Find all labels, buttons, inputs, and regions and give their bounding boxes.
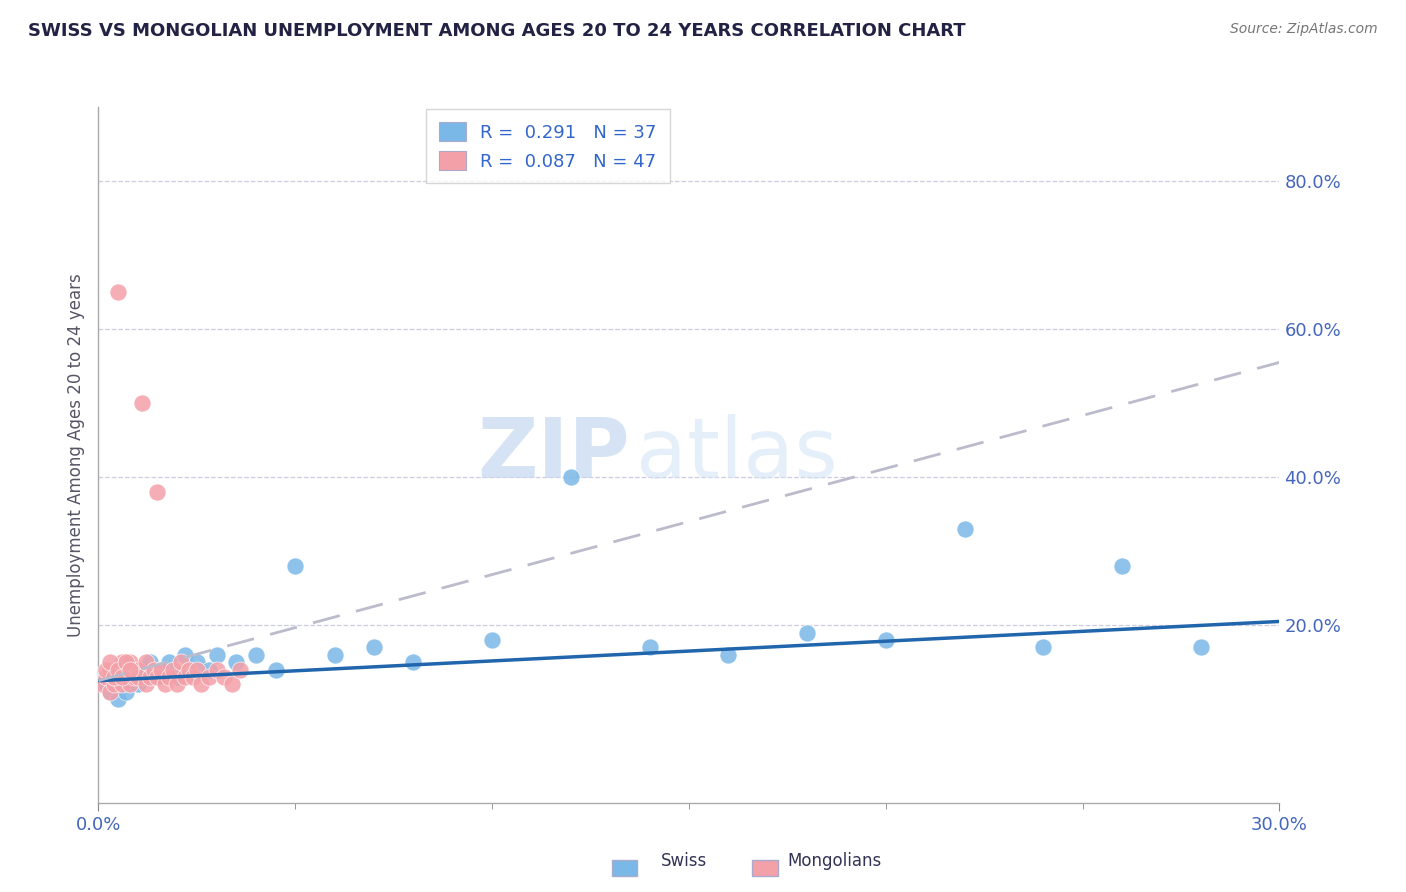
- Point: [98, 663, 121, 677]
- Point: [560, 470, 582, 484]
- Point: [177, 663, 200, 677]
- Point: [122, 663, 145, 677]
- Point: [638, 640, 661, 655]
- Point: [363, 640, 385, 655]
- Point: [186, 663, 208, 677]
- Point: [107, 692, 129, 706]
- Point: [111, 655, 134, 669]
- Point: [170, 655, 193, 669]
- Point: [91, 677, 114, 691]
- Point: [98, 655, 121, 669]
- Point: [717, 648, 740, 662]
- Point: [229, 663, 252, 677]
- Point: [118, 670, 141, 684]
- Point: [146, 670, 169, 684]
- Point: [221, 677, 243, 691]
- Point: [103, 670, 125, 684]
- Point: [118, 677, 141, 691]
- Point: [115, 685, 138, 699]
- Text: ZIP: ZIP: [478, 415, 630, 495]
- Point: [127, 663, 149, 677]
- Text: SWISS VS MONGOLIAN UNEMPLOYMENT AMONG AGES 20 TO 24 YEARS CORRELATION CHART: SWISS VS MONGOLIAN UNEMPLOYMENT AMONG AG…: [28, 22, 966, 40]
- Point: [166, 677, 188, 691]
- Point: [284, 558, 307, 573]
- Point: [107, 663, 129, 677]
- Point: [1189, 640, 1212, 655]
- Point: [107, 285, 129, 299]
- Point: [96, 677, 118, 691]
- Point: [402, 655, 425, 669]
- Point: [115, 655, 138, 669]
- Point: [796, 625, 818, 640]
- Text: Source: ZipAtlas.com: Source: ZipAtlas.com: [1230, 22, 1378, 37]
- Legend: R =  0.291   N = 37, R =  0.087   N = 47: R = 0.291 N = 37, R = 0.087 N = 47: [426, 109, 669, 183]
- Point: [875, 632, 897, 647]
- Point: [174, 648, 197, 662]
- Point: [118, 663, 141, 677]
- Point: [103, 677, 125, 691]
- Point: [162, 663, 184, 677]
- Point: [150, 663, 173, 677]
- Point: [150, 663, 173, 677]
- Point: [481, 632, 503, 647]
- Point: [197, 670, 219, 684]
- Point: [122, 670, 145, 684]
- Point: [1032, 640, 1054, 655]
- Point: [197, 663, 219, 677]
- Point: [214, 670, 236, 684]
- Point: [138, 670, 160, 684]
- Point: [225, 655, 247, 669]
- Point: [127, 670, 149, 684]
- Point: [103, 670, 125, 684]
- Point: [157, 655, 180, 669]
- Point: [98, 685, 121, 699]
- Point: [111, 677, 134, 691]
- Point: [953, 522, 976, 536]
- Point: [115, 663, 138, 677]
- Point: [135, 655, 157, 669]
- Point: [127, 677, 149, 691]
- Point: [111, 677, 134, 691]
- Point: [245, 648, 267, 662]
- Point: [131, 396, 153, 410]
- Point: [118, 655, 141, 669]
- Point: [96, 663, 118, 677]
- Point: [181, 670, 204, 684]
- Point: [107, 663, 129, 677]
- Point: [135, 663, 157, 677]
- Point: [174, 670, 197, 684]
- Point: [131, 670, 153, 684]
- Point: [146, 484, 169, 499]
- Point: [1111, 558, 1133, 573]
- Point: [138, 655, 160, 669]
- Point: [186, 655, 208, 669]
- Point: [190, 677, 212, 691]
- Point: [135, 677, 157, 691]
- Point: [96, 670, 118, 684]
- Point: [146, 670, 169, 684]
- Y-axis label: Unemployment Among Ages 20 to 24 years: Unemployment Among Ages 20 to 24 years: [66, 273, 84, 637]
- Point: [98, 685, 121, 699]
- Text: atlas: atlas: [636, 415, 838, 495]
- Point: [166, 670, 188, 684]
- Text: Swiss: Swiss: [661, 852, 707, 870]
- Text: Mongolians: Mongolians: [787, 852, 882, 870]
- Point: [323, 648, 346, 662]
- Point: [205, 663, 228, 677]
- Point: [115, 670, 138, 684]
- Point: [155, 677, 177, 691]
- Point: [103, 670, 125, 684]
- Point: [142, 663, 165, 677]
- Point: [205, 648, 228, 662]
- Point: [264, 663, 287, 677]
- Point: [157, 670, 180, 684]
- Point: [111, 670, 134, 684]
